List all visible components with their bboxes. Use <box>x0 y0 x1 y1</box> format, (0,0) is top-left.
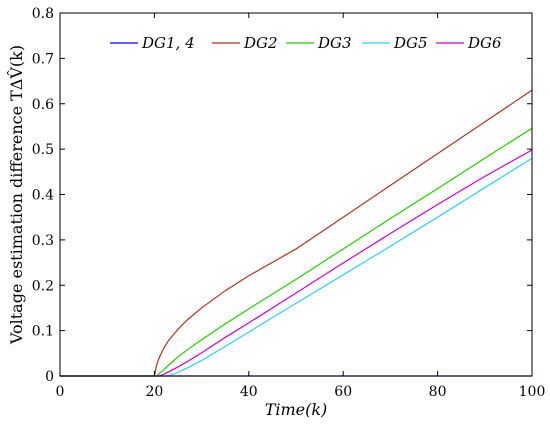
x-tick-label: 20 <box>145 384 163 400</box>
y-tick-label: 0.6 <box>32 97 54 113</box>
legend-label: DG6 <box>467 34 502 52</box>
y-tick-label: 0.5 <box>32 142 54 158</box>
y-tick-label: 0.7 <box>32 51 54 67</box>
series-line-4 <box>60 149 533 377</box>
y-axis-label: Voltage estimation difference TΔV̂(k) <box>7 45 26 345</box>
legend-label: DG5 <box>393 34 428 52</box>
y-tick-label: 0.4 <box>32 188 54 204</box>
x-axis-label: Time(k) <box>265 400 328 419</box>
x-tick-label: 60 <box>334 384 352 400</box>
x-tick-label: 40 <box>240 384 258 400</box>
y-axis-ticks: 0 0.1 0.2 0.3 0.4 0.5 0.6 0.7 0.8 <box>32 6 532 385</box>
x-axis-ticks: 0 20 40 60 80 100 <box>56 13 546 400</box>
y-tick-label: 0.3 <box>32 233 54 249</box>
series-line-3 <box>60 157 533 377</box>
x-tick-label: 0 <box>56 384 65 400</box>
x-tick-label: 80 <box>429 384 447 400</box>
x-tick-label: 100 <box>519 384 546 400</box>
series-line-2 <box>60 127 533 377</box>
legend-label: DG3 <box>317 34 352 52</box>
plot-lines <box>60 89 533 377</box>
y-tick-label: 0 <box>45 369 54 385</box>
plot-frame <box>59 12 533 377</box>
y-tick-label: 0.1 <box>32 324 54 340</box>
legend-label: DG1, 4 <box>141 34 195 52</box>
series-line-1 <box>60 89 533 377</box>
y-tick-label: 0.8 <box>32 6 54 22</box>
legend-label: DG2 <box>243 34 278 52</box>
legend: DG1, 4 DG2 DG3 DG5 DG6 <box>110 34 502 52</box>
y-tick-label: 0.2 <box>32 278 54 294</box>
